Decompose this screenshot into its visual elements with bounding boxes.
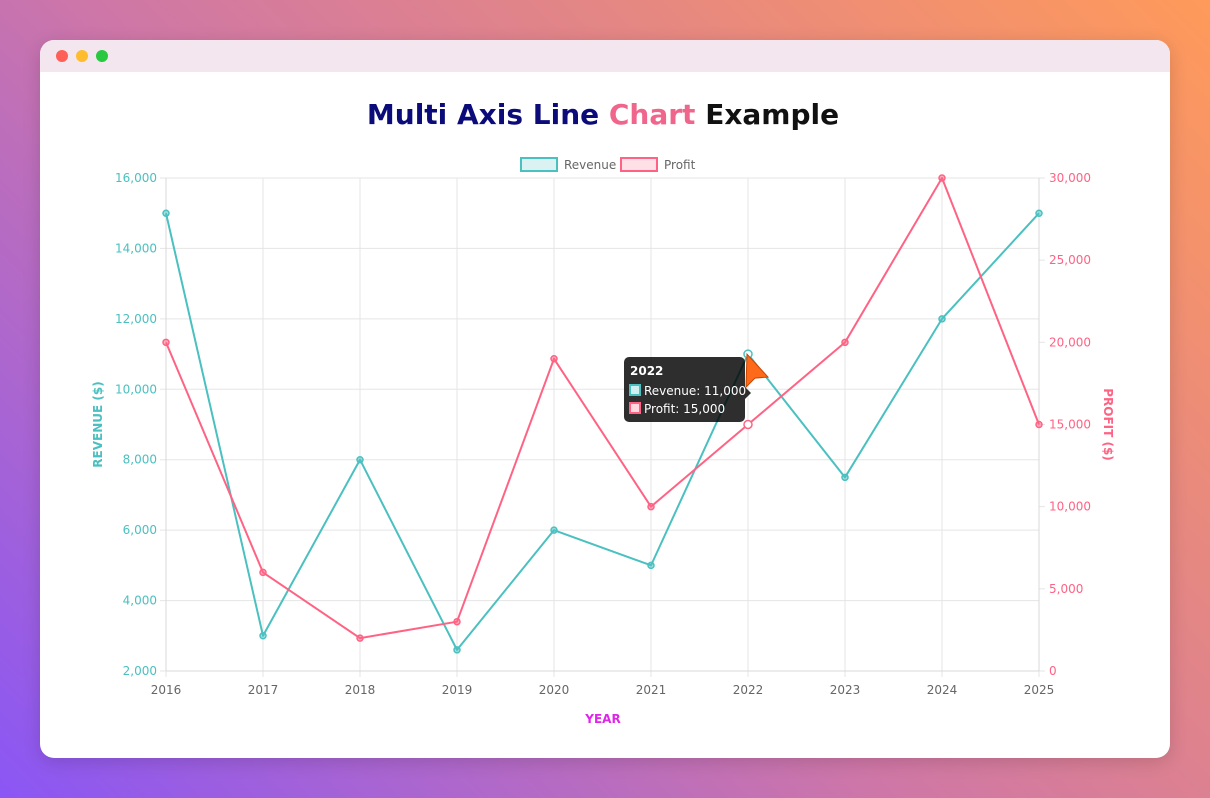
chart-title-part-2: Chart: [609, 98, 705, 131]
mouse-cursor-icon: [745, 352, 770, 389]
data-point-revenue[interactable]: [647, 561, 655, 570]
data-point-profit[interactable]: [647, 502, 655, 511]
y-left-tick-label: 14,000: [115, 241, 157, 255]
minimize-window-button[interactable]: [76, 50, 88, 62]
tooltip-swatch-bg: [629, 384, 641, 396]
data-point-profit[interactable]: [453, 617, 461, 626]
y-left-tick-label: 8,000: [123, 453, 157, 467]
maximize-window-button[interactable]: [96, 50, 108, 62]
y-right-tick-label: 10,000: [1049, 500, 1091, 514]
x-tick-label: 2020: [539, 683, 570, 697]
y-left-tick-label: 10,000: [115, 382, 157, 396]
legend-swatch-profit: [620, 157, 658, 172]
y-right-tick-label: 5,000: [1049, 582, 1083, 596]
x-tick-label: 2019: [442, 683, 473, 697]
data-point-revenue[interactable]: [841, 473, 849, 482]
x-tick-label: 2024: [927, 683, 958, 697]
y-right-tick-label: 15,000: [1049, 418, 1091, 432]
data-point-revenue[interactable]: [453, 646, 461, 654]
legend-label-profit: Profit: [664, 158, 696, 172]
data-point-profit[interactable]: [938, 174, 946, 182]
x-tick-label: 2025: [1024, 683, 1055, 697]
legend-label-revenue: Revenue: [564, 158, 616, 172]
close-window-button[interactable]: [56, 50, 68, 62]
legend-item-profit[interactable]: Profit: [620, 157, 696, 172]
y-left-tick-label: 6,000: [123, 523, 157, 537]
series-line-profit: [165, 177, 1040, 640]
browser-window: [40, 40, 1170, 758]
chart-title-part-1: Multi Axis Line: [367, 98, 609, 131]
chart-tooltip: 2022 Revenue: 11,000 Profit: 15,000: [624, 357, 751, 422]
y-right-tick-label: 0: [1049, 664, 1057, 678]
data-point-revenue[interactable]: [259, 632, 267, 640]
tooltip-swatch: [629, 384, 641, 396]
data-point-profit[interactable]: [356, 634, 364, 642]
data-point-revenue[interactable]: [162, 209, 170, 217]
y-left-tick-label: 4,000: [123, 594, 157, 608]
tooltip-swatch: [629, 402, 641, 414]
y-right-tick-label: 20,000: [1049, 335, 1091, 349]
tooltip-swatch-bg: [629, 402, 641, 414]
x-axis-title: YEAR: [584, 712, 620, 726]
y-left-axis-title: REVENUE ($): [91, 381, 105, 467]
legend-item-revenue[interactable]: Revenue: [520, 157, 616, 172]
legend-swatch-revenue: [520, 157, 558, 172]
x-tick-label: 2017: [248, 683, 279, 697]
chart-title-part-3: Example: [705, 98, 839, 131]
data-point-profit[interactable]: [550, 355, 558, 363]
data-point-profit[interactable]: [162, 338, 170, 347]
tooltip-line: Revenue: 11,000: [644, 384, 746, 398]
window-titlebar: [40, 40, 1170, 72]
data-point-revenue[interactable]: [550, 526, 558, 534]
data-point-revenue[interactable]: [1035, 209, 1043, 217]
data-point-profit[interactable]: [743, 419, 753, 430]
y-right-tick-label: 30,000: [1049, 171, 1091, 185]
chart-title: Multi Axis Line Chart Example: [367, 98, 839, 131]
series-line-revenue: [165, 212, 1040, 651]
y-left-tick-label: 12,000: [115, 312, 157, 326]
tooltip-background: [624, 357, 745, 422]
x-tick-label: 2016: [151, 683, 182, 697]
tooltip-line: Profit: 15,000: [644, 402, 725, 416]
tooltip-caret: [745, 387, 751, 399]
x-tick-label: 2022: [733, 683, 764, 697]
data-point-profit[interactable]: [259, 568, 267, 577]
data-point-profit[interactable]: [841, 338, 849, 347]
data-point-revenue[interactable]: [938, 315, 946, 323]
data-point-profit[interactable]: [1035, 420, 1043, 429]
y-right-axis-title: PROFIT ($): [1101, 388, 1115, 461]
y-left-tick-label: 2,000: [123, 664, 157, 678]
data-point-revenue[interactable]: [356, 455, 364, 464]
tooltip-title: 2022: [630, 364, 663, 378]
y-right-tick-label: 25,000: [1049, 253, 1091, 267]
x-tick-label: 2018: [345, 683, 376, 697]
x-tick-label: 2023: [830, 683, 861, 697]
x-tick-label: 2021: [636, 683, 667, 697]
y-left-tick-label: 16,000: [115, 171, 157, 185]
